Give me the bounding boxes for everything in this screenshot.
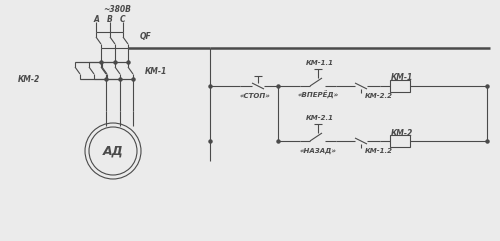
Text: КМ-1.2: КМ-1.2: [365, 148, 393, 154]
Text: КМ-2: КМ-2: [391, 128, 413, 138]
Text: КМ-2: КМ-2: [18, 74, 40, 83]
Text: «НАЗАД»: «НАЗАД»: [300, 148, 337, 154]
Text: В: В: [107, 14, 113, 24]
Circle shape: [89, 127, 137, 175]
Text: АД: АД: [102, 145, 124, 158]
Text: QF: QF: [140, 32, 152, 40]
Text: КМ-1: КМ-1: [391, 74, 413, 82]
Text: «ВПЕРЁД»: «ВПЕРЁД»: [298, 91, 339, 99]
Text: С: С: [120, 14, 126, 24]
Text: КМ-1.1: КМ-1.1: [306, 60, 334, 66]
Text: КМ-1: КМ-1: [145, 67, 167, 75]
Circle shape: [85, 123, 141, 179]
Text: А: А: [93, 14, 99, 24]
Bar: [390, 80, 410, 92]
Bar: [390, 135, 410, 147]
Text: ~380В: ~380В: [103, 5, 131, 13]
Text: «СТОП»: «СТОП»: [240, 93, 270, 99]
Text: КМ-2.1: КМ-2.1: [306, 115, 334, 121]
Text: КМ-2.2: КМ-2.2: [365, 93, 393, 99]
